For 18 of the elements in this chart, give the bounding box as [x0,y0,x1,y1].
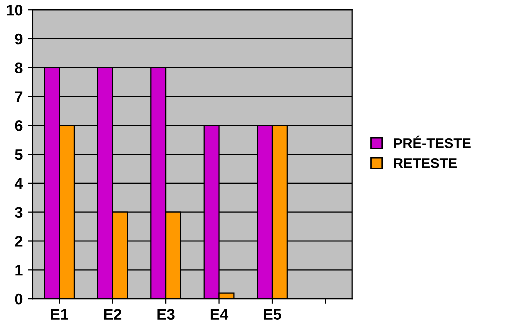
y-tick-label: 5 [15,150,23,160]
x-tick-label: E2 [104,309,122,320]
legend-label: PRÉ-TESTE [394,136,471,148]
y-tick-label: 1 [16,265,23,276]
y-tick-label: 9 [15,34,23,45]
y-tick-label: 10 [7,4,23,16]
x-tick-label: E1 [51,309,68,320]
y-tick-label: 3 [15,207,23,218]
y-tick-label: 8 [15,62,23,74]
y-tick-label: 7 [15,92,23,102]
y-tick-label: 0 [15,294,23,305]
x-tick-label: E5 [264,309,282,320]
legend-label: RETESTE [394,158,457,168]
y-tick-label: 2 [15,236,23,247]
y-tick-label: 4 [14,178,24,189]
x-tick-label: E3 [158,309,175,320]
x-tick-label: E4 [210,309,229,320]
y-tick-label: 6 [15,120,23,132]
